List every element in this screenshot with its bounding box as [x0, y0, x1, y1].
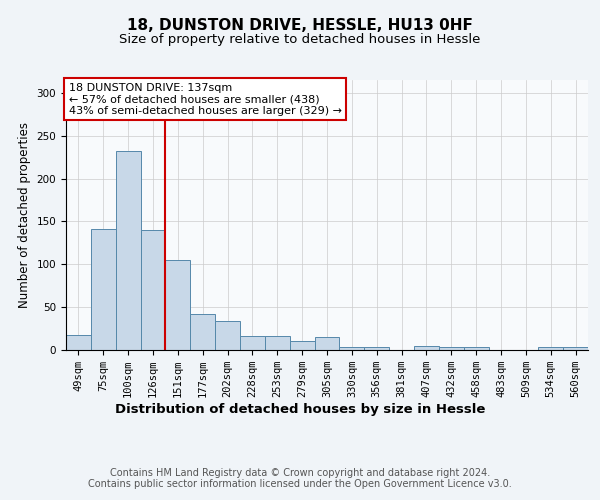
Bar	[464, 348, 488, 350]
Text: Contains HM Land Registry data © Crown copyright and database right 2024.
Contai: Contains HM Land Registry data © Crown c…	[88, 468, 512, 489]
Bar	[240, 336, 265, 350]
Bar	[140, 230, 166, 350]
Text: 18, DUNSTON DRIVE, HESSLE, HU13 0HF: 18, DUNSTON DRIVE, HESSLE, HU13 0HF	[127, 18, 473, 32]
Bar	[439, 346, 464, 350]
Bar	[116, 151, 140, 350]
Bar	[166, 260, 190, 350]
Bar	[314, 337, 340, 350]
Bar	[340, 346, 364, 350]
Text: Size of property relative to detached houses in Hessle: Size of property relative to detached ho…	[119, 32, 481, 46]
Bar	[190, 314, 215, 350]
Text: 18 DUNSTON DRIVE: 137sqm
← 57% of detached houses are smaller (438)
43% of semi-: 18 DUNSTON DRIVE: 137sqm ← 57% of detach…	[68, 82, 341, 116]
Bar	[265, 336, 290, 350]
Text: Distribution of detached houses by size in Hessle: Distribution of detached houses by size …	[115, 402, 485, 415]
Bar	[91, 229, 116, 350]
Bar	[538, 348, 563, 350]
Bar	[215, 321, 240, 350]
Bar	[66, 334, 91, 350]
Bar	[414, 346, 439, 350]
Y-axis label: Number of detached properties: Number of detached properties	[18, 122, 31, 308]
Bar	[563, 348, 588, 350]
Bar	[364, 348, 389, 350]
Bar	[290, 342, 314, 350]
